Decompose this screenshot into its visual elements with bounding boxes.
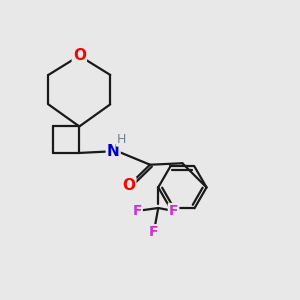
Text: F: F xyxy=(149,225,159,239)
Text: N: N xyxy=(107,144,120,159)
Text: O: O xyxy=(73,48,86,63)
Text: F: F xyxy=(169,204,178,218)
Text: H: H xyxy=(117,133,126,146)
Text: F: F xyxy=(132,204,142,218)
Text: O: O xyxy=(122,178,135,193)
